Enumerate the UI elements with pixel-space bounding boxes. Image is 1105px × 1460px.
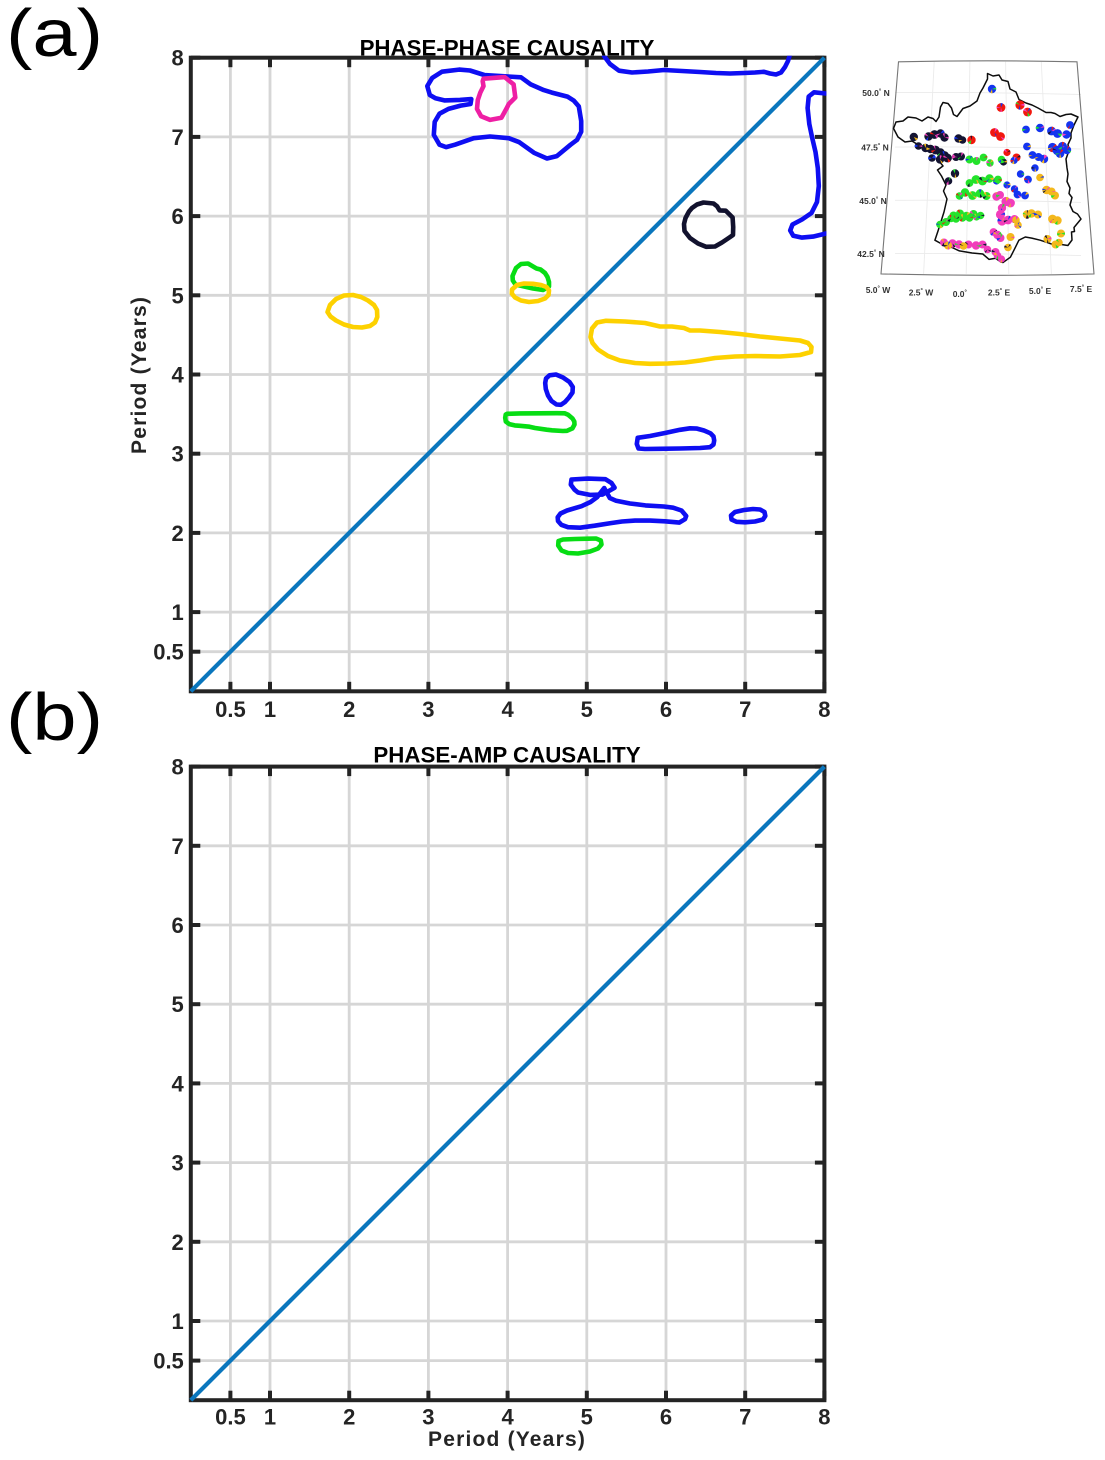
svg-text:47.5° N: 47.5° N (861, 143, 888, 153)
svg-text:1: 1 (172, 1309, 184, 1334)
svg-text:PHASE-AMP CAUSALITY: PHASE-AMP CAUSALITY (373, 743, 640, 768)
svg-text:1: 1 (172, 600, 184, 625)
svg-text:4: 4 (501, 697, 514, 722)
svg-text:6: 6 (172, 204, 184, 229)
svg-text:3: 3 (422, 697, 434, 722)
svg-text:5: 5 (172, 992, 184, 1017)
svg-text:0.5: 0.5 (153, 1349, 184, 1374)
svg-text:8: 8 (818, 1405, 830, 1430)
svg-text:5.0° E: 5.0° E (1029, 286, 1052, 296)
svg-text:2: 2 (343, 1405, 355, 1430)
svg-text:4: 4 (172, 363, 185, 388)
svg-text:7: 7 (172, 834, 184, 859)
svg-text:6: 6 (172, 913, 184, 938)
svg-text:42.5° N: 42.5° N (857, 249, 884, 259)
svg-text:50.0° N: 50.0° N (862, 88, 889, 98)
svg-text:8: 8 (172, 46, 184, 71)
svg-text:3: 3 (172, 1151, 184, 1176)
svg-text:4: 4 (501, 1405, 514, 1430)
svg-text:5.0° W: 5.0° W (866, 285, 892, 295)
svg-text:7: 7 (172, 125, 184, 150)
svg-text:(b): (b) (6, 680, 103, 755)
svg-text:7: 7 (739, 1405, 751, 1430)
svg-text:5: 5 (172, 283, 184, 308)
svg-text:7: 7 (739, 697, 751, 722)
svg-text:8: 8 (172, 755, 184, 780)
svg-text:5: 5 (581, 697, 593, 722)
svg-text:7.5° E: 7.5° E (1070, 284, 1093, 294)
svg-text:3: 3 (172, 442, 184, 467)
svg-text:1: 1 (264, 1405, 276, 1430)
svg-text:5: 5 (581, 1405, 593, 1430)
svg-text:45.0° N: 45.0° N (859, 196, 886, 206)
svg-text:0.5: 0.5 (215, 1405, 246, 1430)
svg-text:2.5° W: 2.5° W (909, 288, 935, 298)
svg-text:3: 3 (422, 1405, 434, 1430)
svg-text:0.5: 0.5 (153, 640, 184, 665)
svg-text:Period (Years): Period (Years) (128, 296, 151, 454)
svg-text:0.0°: 0.0° (953, 289, 970, 299)
svg-text:(a): (a) (6, 0, 103, 71)
svg-text:0.5: 0.5 (215, 697, 246, 722)
svg-text:4: 4 (172, 1071, 185, 1096)
svg-text:2: 2 (343, 697, 355, 722)
svg-text:Period (Years): Period (Years) (428, 1428, 586, 1451)
svg-text:2: 2 (172, 521, 184, 546)
svg-text:2: 2 (172, 1230, 184, 1255)
svg-text:8: 8 (818, 697, 830, 722)
svg-text:1: 1 (264, 697, 276, 722)
svg-text:2.5° E: 2.5° E (988, 288, 1011, 298)
svg-text:6: 6 (660, 1405, 672, 1430)
svg-text:6: 6 (660, 697, 672, 722)
